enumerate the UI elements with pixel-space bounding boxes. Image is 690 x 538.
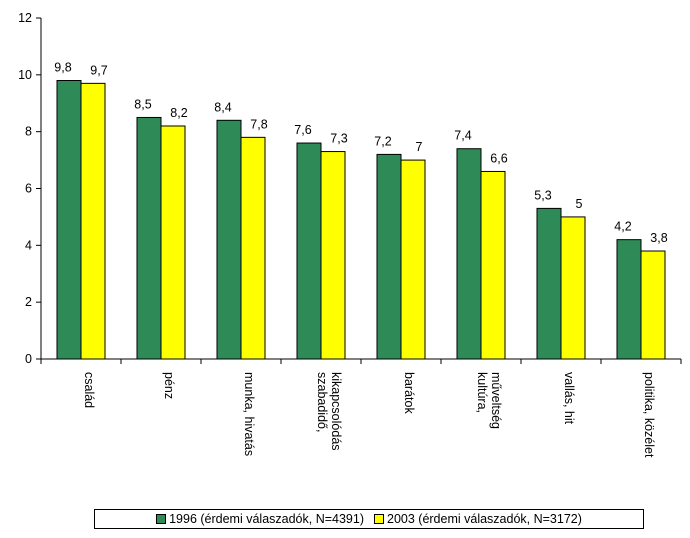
category-label: politika, közélet (642, 372, 656, 458)
bar-1996 (216, 119, 242, 360)
bar-2003 (320, 151, 346, 360)
y-tick-label: 8 (25, 125, 32, 139)
y-tick-label: 12 (18, 11, 32, 25)
data-label: 8,2 (170, 106, 187, 120)
bar-1996 (456, 148, 482, 360)
data-label: 7 (416, 140, 423, 154)
y-tick-label: 6 (25, 182, 32, 196)
data-label: 8,5 (134, 97, 151, 111)
legend-swatch-1996 (156, 514, 167, 524)
bar-1996 (616, 239, 642, 360)
legend-swatch-2003 (374, 514, 384, 524)
data-label: 7,2 (374, 134, 391, 148)
bar-2003 (560, 216, 586, 360)
data-label: 7,3 (330, 132, 347, 146)
category-label: szabadidő, (315, 372, 329, 432)
category-label: kultúra, (475, 372, 489, 413)
data-label: 9,8 (54, 61, 71, 75)
legend-item-2003: 2003 (érdemi válaszadók, N=3172) (374, 512, 582, 526)
data-label: 9,7 (90, 63, 107, 77)
y-tick-label: 0 (25, 352, 32, 366)
bar-2003 (640, 250, 666, 360)
bar-2003 (80, 82, 106, 360)
data-label: 7,4 (454, 129, 471, 143)
bar-1996 (56, 80, 82, 360)
bar-2003 (160, 125, 186, 360)
y-tick-label: 4 (25, 238, 32, 252)
bar-1996 (376, 153, 402, 360)
y-tick-label: 10 (18, 68, 32, 82)
data-label: 7,6 (294, 123, 311, 137)
bar-2003 (240, 136, 266, 360)
category-label: család (82, 372, 96, 408)
legend-label-1996: 1996 (érdemi válaszadók, N=4391) (169, 512, 364, 526)
data-label: 6,6 (490, 151, 507, 165)
category-label: munka, hivatás (242, 372, 256, 456)
category-label: pénz (162, 372, 176, 399)
bar-2003 (400, 159, 426, 360)
category-label: műveltség (489, 372, 503, 429)
legend: 1996 (érdemi válaszadók, N=4391) 2003 (é… (94, 509, 644, 529)
category-label: barátok (402, 372, 416, 414)
category-label: kikapcsolódás (329, 372, 343, 451)
y-tick-label: 2 (25, 295, 32, 309)
legend-item-1996: 1996 (érdemi válaszadók, N=4391) (156, 512, 364, 526)
bar-1996 (536, 207, 562, 360)
bar-1996 (136, 116, 162, 360)
bar-1996 (296, 142, 322, 360)
data-label: 7,8 (250, 117, 267, 131)
data-label: 5,3 (534, 188, 551, 202)
data-label: 3,8 (650, 231, 667, 245)
category-label: vallás, hit (562, 372, 576, 425)
data-label: 8,4 (214, 100, 231, 114)
bar-2003 (480, 170, 506, 360)
legend-label-2003: 2003 (érdemi válaszadók, N=3172) (387, 512, 582, 526)
data-label: 5 (576, 197, 583, 211)
data-label: 4,2 (614, 220, 631, 234)
